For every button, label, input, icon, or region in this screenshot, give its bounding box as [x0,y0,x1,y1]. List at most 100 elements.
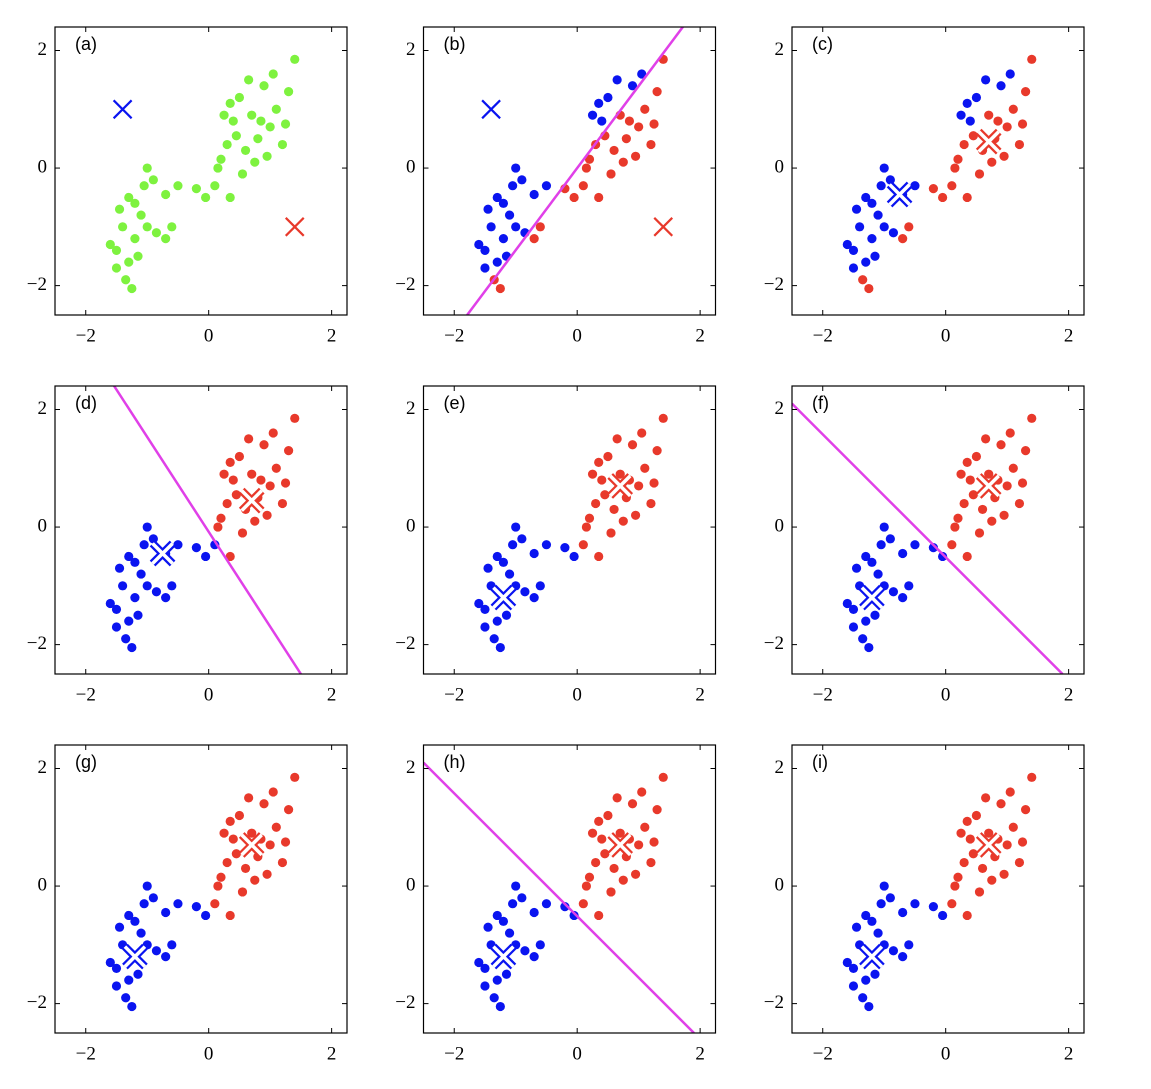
centroid-core [977,474,1000,498]
point [962,551,972,562]
point [244,75,254,85]
point [231,490,241,500]
x-tick-label: 0 [572,325,582,346]
point [501,969,512,979]
point [603,92,613,103]
x-tick-label: 0 [204,1043,214,1064]
point [508,181,518,191]
panel: −2 0 2 −2 0 2 (c) [764,26,1085,346]
point [587,828,598,838]
plot-area [842,54,1037,294]
point [587,469,598,479]
point [268,69,278,79]
point [600,490,610,500]
y-tick-label: −2 [27,274,47,295]
point [136,210,146,220]
point [280,478,291,488]
point [111,263,122,273]
point [578,899,588,909]
centroid-core [240,489,263,512]
point [637,428,647,438]
x-tick-label: 0 [204,684,214,705]
point [968,849,978,859]
point [968,490,978,500]
point [615,469,625,479]
panel-label: (e) [444,393,466,413]
point [474,239,484,250]
point [898,951,908,962]
point [511,881,521,891]
point [938,910,948,921]
point [867,198,877,208]
point [861,975,871,985]
point [858,275,868,285]
point [517,893,527,903]
point [959,857,969,868]
point [597,116,607,126]
point [256,475,266,485]
point [606,528,616,538]
y-tick-label: −2 [764,274,784,295]
point [201,192,211,203]
point [848,963,859,973]
point [591,498,601,509]
point [148,893,158,903]
point [121,993,131,1003]
x-tick-label: 2 [695,684,705,705]
y-tick-label: −2 [27,992,47,1013]
point [974,887,985,897]
point [928,184,938,194]
x-tick-label: −2 [444,1043,464,1064]
point [1017,478,1028,488]
y-tick-label: −2 [27,633,47,654]
point [569,551,579,562]
point [210,181,220,191]
point [898,548,908,559]
point [124,975,134,985]
point [974,528,985,538]
point [1027,54,1037,64]
point [977,863,988,874]
axes-box [422,385,717,675]
panel: −2 0 2 −2 0 2 (h) [395,744,717,1064]
panel: −2 0 2 −2 0 2 (i) [764,744,1085,1064]
point [219,828,229,838]
point [222,498,232,509]
point [947,899,957,909]
point [142,581,152,591]
panel-label: (g) [75,752,97,772]
point [612,75,622,85]
point [244,793,254,803]
point [968,131,978,141]
point [529,548,539,559]
point [876,181,886,191]
point [609,504,619,515]
point [173,181,183,191]
point [597,475,607,485]
point [508,540,518,550]
point [127,642,137,653]
x-tick-label: 2 [1064,684,1074,705]
point [167,222,177,232]
point [492,910,502,921]
point [578,181,588,191]
axes-box [791,744,1085,1034]
y-tick-label: 0 [38,156,48,177]
centroid [886,181,913,208]
point [634,481,644,491]
point [870,969,880,979]
point [867,233,877,244]
point [492,551,502,562]
point [225,816,235,827]
point [569,910,579,921]
point [1008,822,1018,832]
point [928,902,938,912]
panel-label: (f) [812,393,829,413]
point [250,516,260,526]
panel-label: (i) [812,752,828,772]
point [938,551,948,562]
point [606,887,616,897]
point [618,516,628,526]
point [124,257,134,267]
point [861,616,871,626]
